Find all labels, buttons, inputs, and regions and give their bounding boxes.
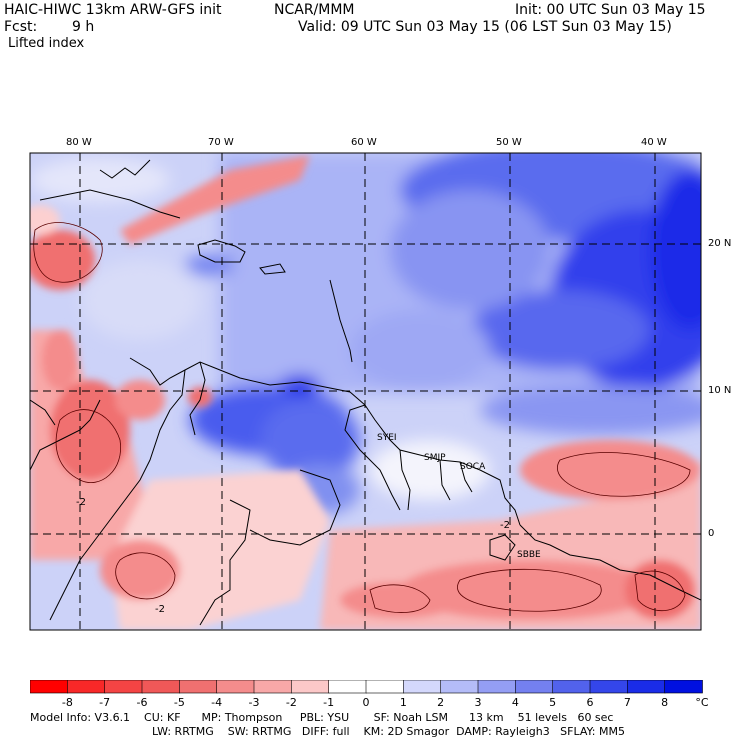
lat-label-10n: 10 N	[708, 385, 732, 396]
model-info-line2: LW: RRTMG SW: RRTMG DIFF: full KM: 2D Sm…	[152, 725, 625, 738]
color-bar-swatch	[291, 680, 330, 694]
map-title: HAIC-HIWC 13km ARW-GFS init	[4, 2, 222, 18]
forecast-label: Fcst:	[4, 19, 38, 35]
color-bar-tick-label: -2	[285, 696, 297, 709]
station-label-sbbe: SBBE	[517, 550, 541, 560]
color-bar-swatch	[477, 680, 517, 694]
color-bar-unit: °C	[695, 696, 709, 709]
model-info-line1: Model Info: V3.6.1 CU: KF MP: Thompson P…	[30, 711, 614, 724]
lon-label-60w: 60 W	[351, 137, 377, 148]
color-bar-swatch	[67, 680, 106, 694]
color-bar-tick-label: -3	[248, 696, 260, 709]
color-bar-tick-label: 6	[586, 696, 594, 709]
station-labels: SYEI SMJP SOCA SBBE	[377, 433, 541, 560]
station-label-smjp: SMJP	[424, 453, 446, 463]
contour-lines	[33, 222, 691, 613]
color-bar-tick-label: -1	[323, 696, 335, 709]
contour-label: -2	[500, 520, 510, 531]
color-bar-tick-label: 8	[661, 696, 669, 709]
color-bar-swatch	[216, 680, 255, 694]
color-bar-swatch	[440, 680, 479, 694]
lon-label-40w: 40 W	[641, 137, 667, 148]
color-bar-tick-label: -5	[173, 696, 185, 709]
field-name: Lifted index	[8, 36, 85, 51]
color-bar-tick-label: 4	[511, 696, 519, 709]
color-bar-tick-label: -4	[211, 696, 223, 709]
color-bar-swatch	[30, 680, 69, 694]
lat-label-20n: 20 N	[708, 238, 732, 249]
color-bar-swatch	[253, 680, 293, 694]
color-bar-swatch	[403, 680, 442, 694]
coastlines	[30, 159, 701, 626]
valid-time: Valid: 09 UTC Sun 03 May 15 (06 LST Sun …	[298, 19, 672, 35]
color-bar-tick-label: -6	[136, 696, 148, 709]
organization-label: NCAR/MMM	[274, 2, 355, 18]
lon-label-50w: 50 W	[496, 137, 522, 148]
color-bar-tick-label: 1	[399, 696, 407, 709]
color-bar-swatch	[664, 680, 703, 694]
color-bar	[30, 680, 703, 694]
lon-label-80w: 80 W	[66, 137, 92, 148]
color-bar-tick-label: -7	[99, 696, 111, 709]
lat-label-0: 0	[708, 528, 715, 539]
color-bar-tick-label: 0	[362, 696, 370, 709]
contour-label: -2	[155, 604, 165, 615]
lon-label-70w: 70 W	[208, 137, 234, 148]
color-bar-swatch	[328, 680, 367, 694]
lifted-index-field	[30, 153, 701, 630]
contour-label: -2	[76, 497, 86, 508]
color-bar-tick-label: 2	[437, 696, 445, 709]
color-bar-tick-label: 3	[474, 696, 482, 709]
color-bar-swatch	[515, 680, 554, 694]
map-frame	[29, 152, 702, 631]
color-bar-tick-label: 7	[623, 696, 631, 709]
color-bar-tick-label: -8	[61, 696, 73, 709]
color-bar-swatch	[104, 680, 143, 694]
color-bar-swatch	[365, 680, 405, 694]
color-bar-swatch	[552, 680, 591, 694]
station-label-syei: SYEI	[377, 433, 397, 443]
color-bar-swatch	[589, 680, 629, 694]
color-bar-swatch	[627, 680, 666, 694]
forecast-hour: 9 h	[72, 19, 95, 35]
color-bar-tick-label: 5	[549, 696, 557, 709]
lat-lon-grid	[30, 153, 701, 630]
station-label-soca: SOCA	[460, 462, 486, 472]
color-bar-swatch	[141, 680, 181, 694]
init-time: Init: 00 UTC Sun 03 May 15	[515, 2, 706, 18]
color-bar-swatch	[179, 680, 218, 694]
